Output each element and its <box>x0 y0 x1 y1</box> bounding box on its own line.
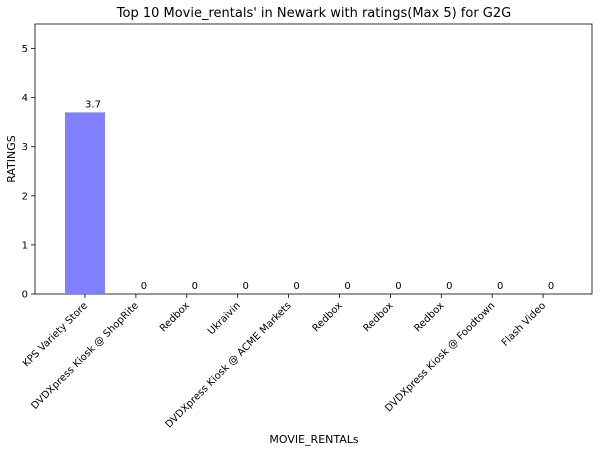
x-tick-label: Redbox <box>311 300 345 334</box>
bar-value-label: 0 <box>243 281 249 292</box>
x-tick-label: Redbox <box>158 300 192 334</box>
x-tick-label: DVDXpress Kiosk @ Foodtown <box>383 300 497 414</box>
bar-value-label: 3.7 <box>85 99 101 110</box>
bar-value-label: 0 <box>497 281 503 292</box>
bar-value-label: 0 <box>344 281 350 292</box>
bar <box>65 112 105 294</box>
x-tick-label: Ukraivin <box>206 300 243 337</box>
x-tick-label: Flash Video <box>500 300 548 348</box>
bar-value-label: 0 <box>293 281 299 292</box>
y-tick-label: 5 <box>22 44 28 55</box>
y-tick-label: 0 <box>22 290 28 301</box>
bars-group <box>65 112 105 294</box>
y-axis: 0 1 2 3 4 5 <box>22 44 35 301</box>
x-axis-label: MOVIE_RENTALs <box>269 433 359 446</box>
data-labels-group: 3.7 0 0 0 0 0 0 0 0 0 <box>85 99 554 292</box>
x-tick-label: Redbox <box>412 300 446 334</box>
y-axis-label: RATINGS <box>5 135 18 183</box>
bar-value-label: 0 <box>141 281 147 292</box>
chart-title: Top 10 Movie_rentals' in Newark with rat… <box>116 6 511 21</box>
bar-value-label: 0 <box>548 281 554 292</box>
y-tick-label: 4 <box>22 93 28 104</box>
bar-value-label: 0 <box>192 281 198 292</box>
y-tick-label: 2 <box>22 191 28 202</box>
bar-value-label: 0 <box>446 281 452 292</box>
y-tick-label: 1 <box>22 240 28 251</box>
y-tick-label: 3 <box>22 142 28 153</box>
x-tick-label: DVDXpress Kiosk @ ShopRite <box>30 300 141 411</box>
x-tick-label: Redbox <box>362 300 396 334</box>
bar-value-label: 0 <box>395 281 401 292</box>
plot-area <box>34 23 593 295</box>
